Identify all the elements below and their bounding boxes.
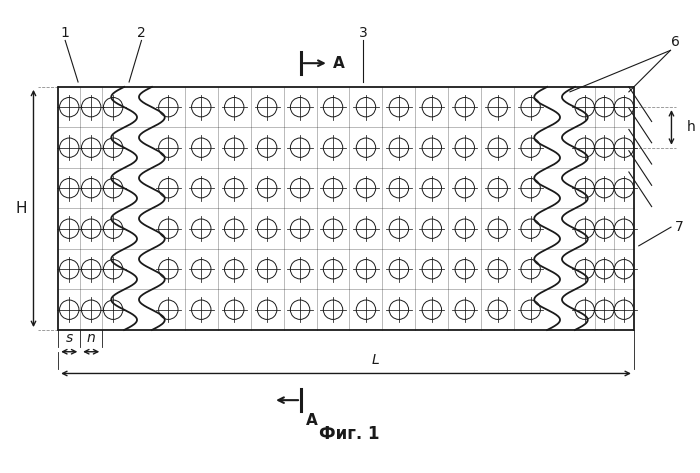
- Text: Фиг. 1: Фиг. 1: [319, 425, 379, 443]
- Text: A: A: [306, 413, 318, 428]
- Text: h: h: [686, 121, 695, 134]
- Text: 1: 1: [61, 26, 69, 40]
- Text: 2: 2: [137, 26, 146, 40]
- Text: 7: 7: [675, 220, 683, 234]
- Text: n: n: [87, 331, 96, 345]
- Text: 6: 6: [671, 35, 680, 50]
- Text: L: L: [372, 352, 379, 367]
- Text: s: s: [66, 331, 73, 345]
- Text: H: H: [16, 201, 27, 216]
- Text: 3: 3: [359, 26, 368, 40]
- Text: A: A: [332, 56, 344, 70]
